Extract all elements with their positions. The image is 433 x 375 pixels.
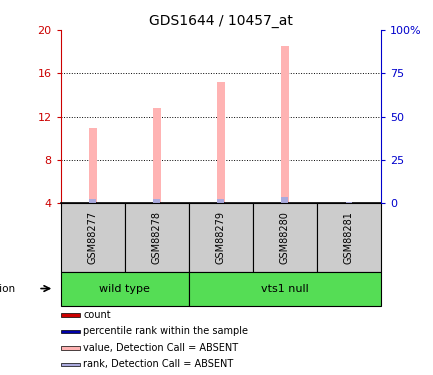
Bar [61, 330, 80, 333]
Text: rank, Detection Call = ABSENT: rank, Detection Call = ABSENT [83, 359, 233, 369]
Bar [61, 346, 80, 350]
Text: GSM88279: GSM88279 [216, 211, 226, 264]
Bar [189, 203, 253, 272]
Bar [189, 272, 381, 306]
Bar [217, 82, 225, 203]
Bar [153, 198, 160, 203]
Text: GSM88278: GSM88278 [152, 211, 162, 264]
Bar [281, 46, 289, 203]
Bar [89, 198, 96, 203]
Bar [253, 203, 317, 272]
Bar [281, 197, 288, 203]
Text: GSM88280: GSM88280 [280, 211, 290, 264]
Text: wild type: wild type [99, 284, 150, 294]
Bar [61, 313, 80, 317]
Bar [61, 363, 80, 366]
Text: count: count [83, 310, 111, 320]
Text: genotype/variation: genotype/variation [0, 284, 16, 294]
Bar [153, 108, 161, 203]
Bar [346, 202, 352, 203]
Text: vts1 null: vts1 null [261, 284, 309, 294]
Text: percentile rank within the sample: percentile rank within the sample [83, 326, 248, 336]
Bar [317, 203, 381, 272]
Title: GDS1644 / 10457_at: GDS1644 / 10457_at [149, 13, 293, 28]
Bar [61, 272, 189, 306]
Bar [89, 128, 97, 203]
Text: value, Detection Call = ABSENT: value, Detection Call = ABSENT [83, 343, 238, 353]
Text: GSM88277: GSM88277 [87, 211, 98, 264]
Bar [61, 203, 125, 272]
Bar [217, 198, 224, 203]
Bar [125, 203, 189, 272]
Text: GSM88281: GSM88281 [344, 211, 354, 264]
